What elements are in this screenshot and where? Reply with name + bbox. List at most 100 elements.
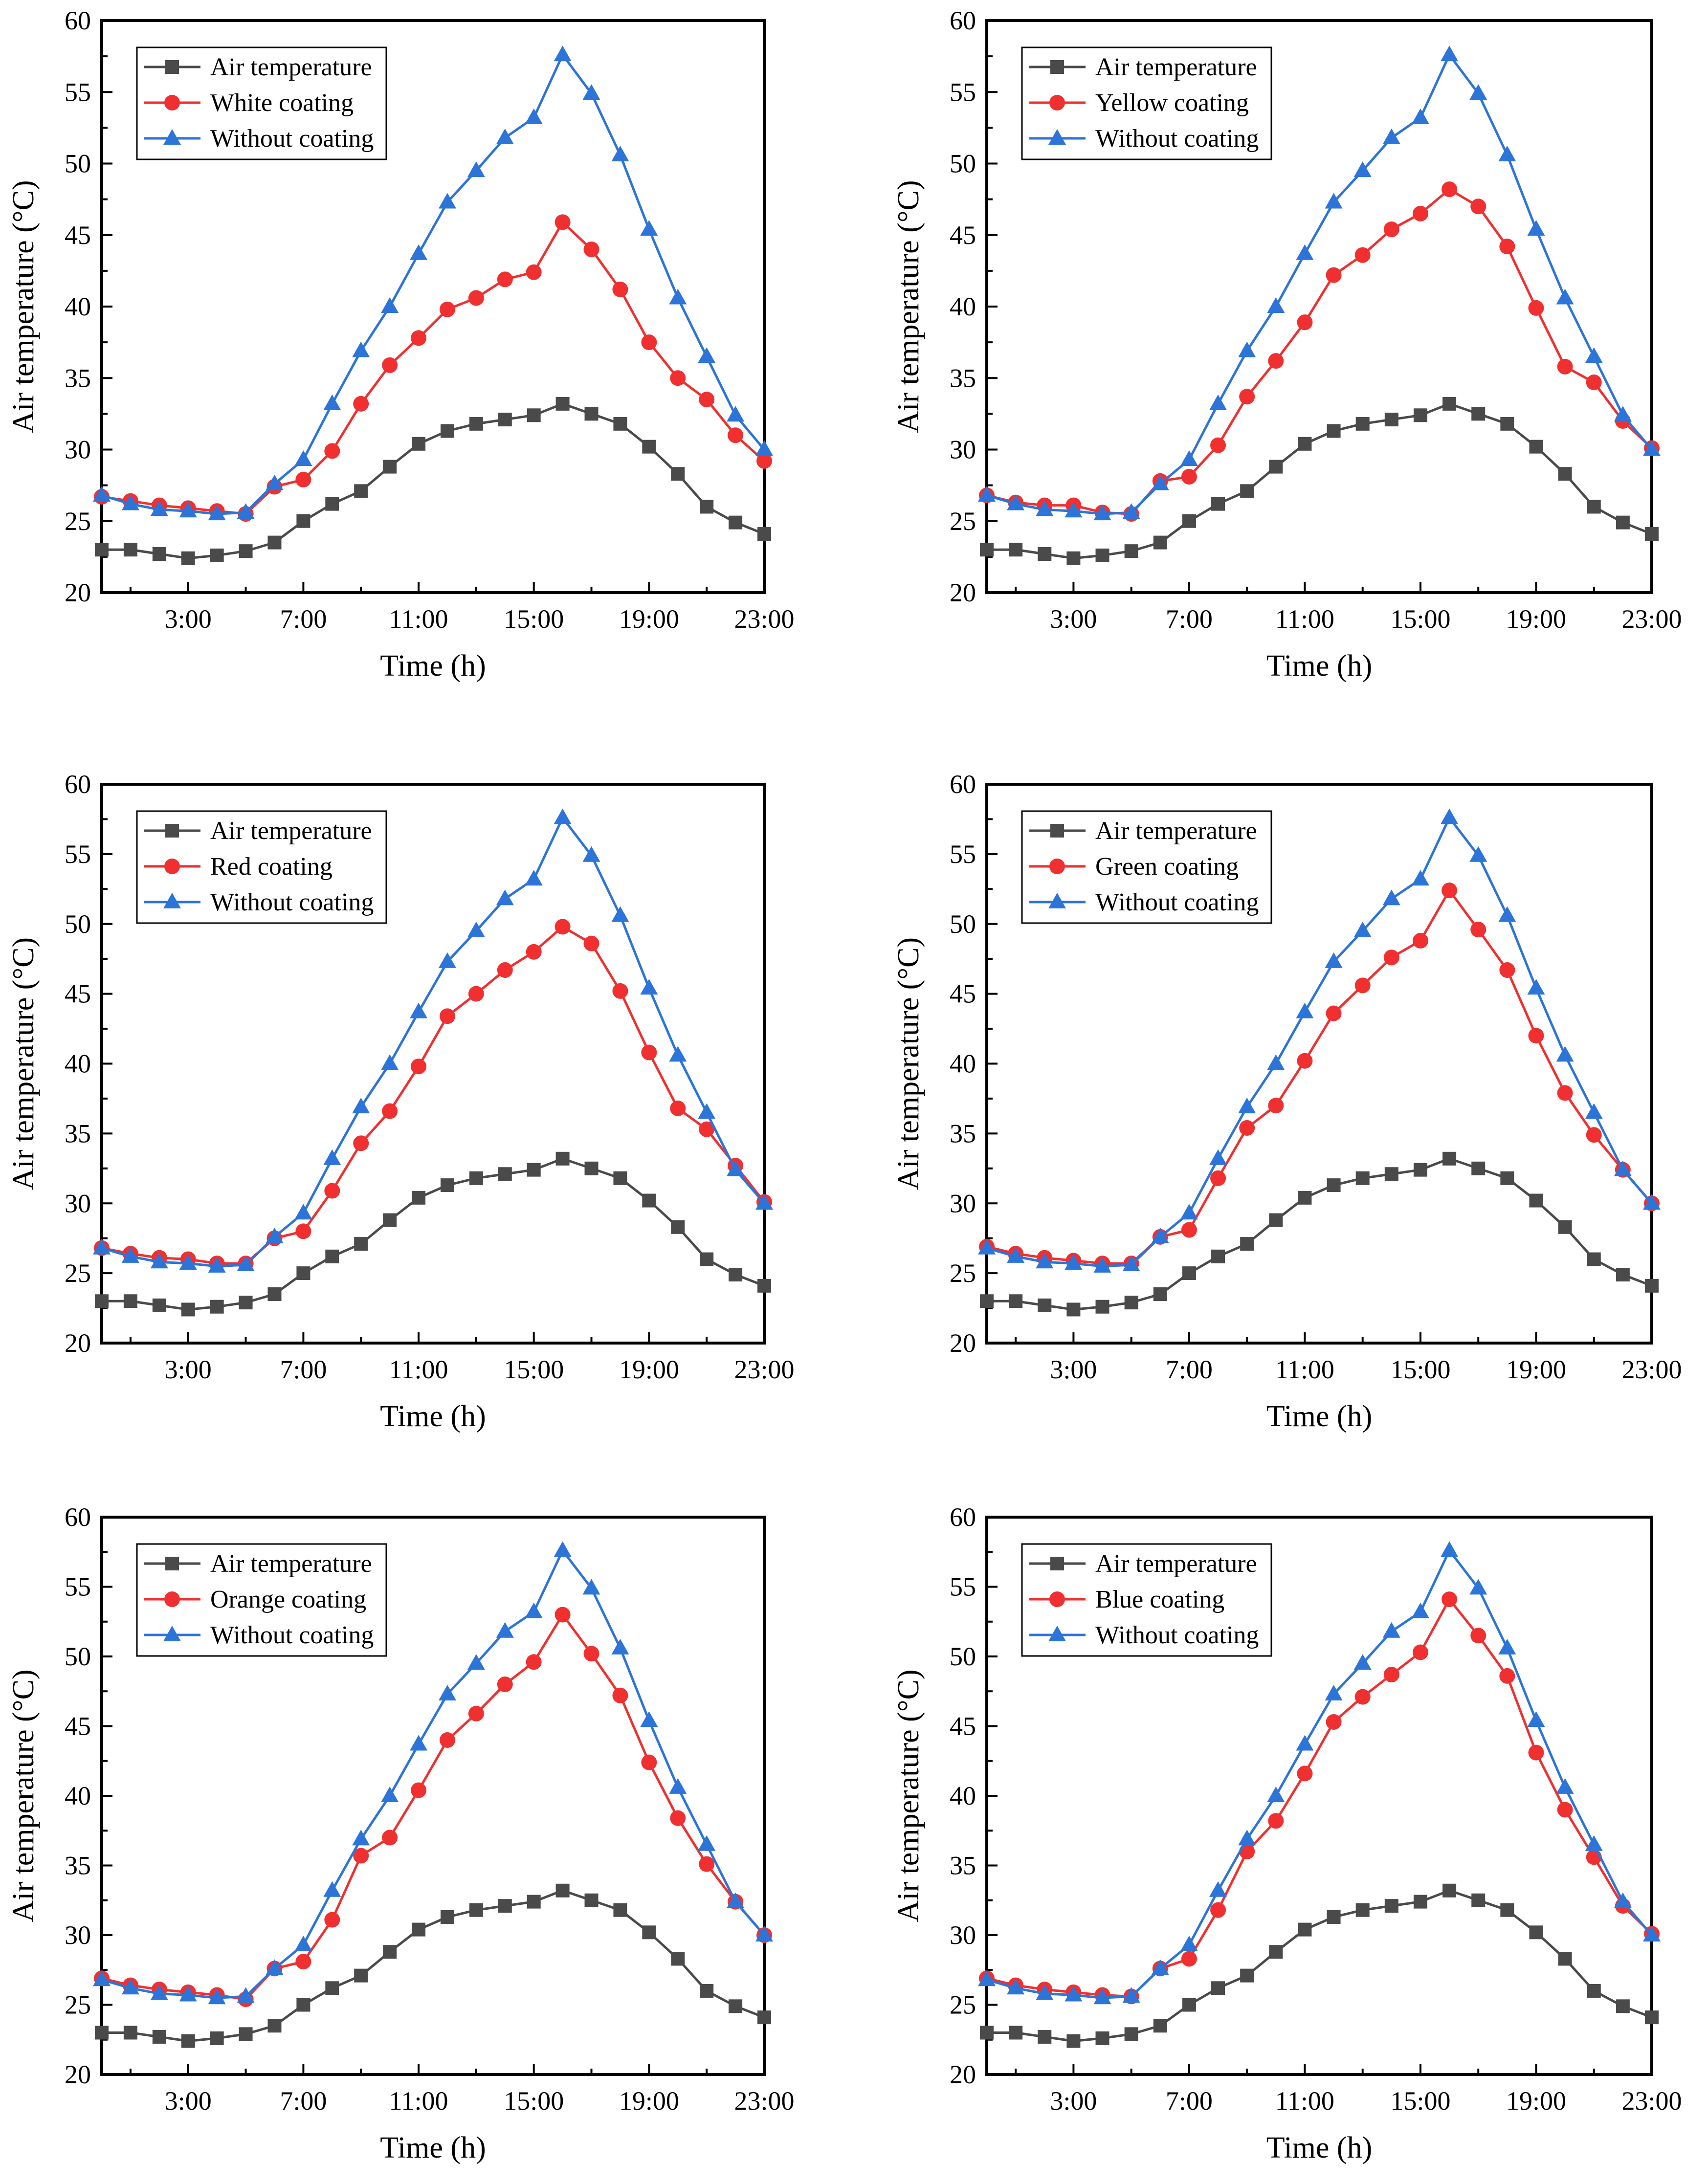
- data-point: [1558, 1952, 1572, 1966]
- data-point: [1411, 1602, 1429, 1618]
- y-tick-label: 55: [65, 77, 91, 107]
- data-point: [210, 2031, 224, 2045]
- data-point: [439, 1008, 455, 1024]
- series-air: [980, 397, 1659, 565]
- data-point: [669, 1778, 687, 1794]
- data-point: [1296, 244, 1314, 260]
- y-axis-title: Air temperature (°C): [892, 180, 925, 433]
- legend-entry: Air temperature: [210, 1550, 372, 1578]
- x-tick-label: 7:00: [1166, 1355, 1213, 1384]
- data-point: [1645, 527, 1659, 541]
- data-point: [1095, 2031, 1109, 2045]
- data-point: [181, 551, 195, 565]
- data-point: [295, 1223, 311, 1239]
- y-tick-label: 20: [950, 578, 976, 607]
- data-point: [642, 440, 656, 454]
- series-without: [93, 1541, 773, 2005]
- data-point: [383, 1213, 397, 1227]
- data-point: [1210, 437, 1226, 453]
- data-point: [496, 128, 514, 144]
- y-tick-label: 45: [65, 979, 91, 1009]
- data-point: [1038, 547, 1052, 561]
- data-point: [1182, 1266, 1196, 1280]
- y-axis-title: Air temperature (°C): [7, 1669, 40, 1922]
- legend-marker: [1048, 893, 1066, 908]
- data-point: [555, 919, 571, 935]
- series-without: [978, 808, 1661, 1273]
- legend-entry: Without coating: [1095, 125, 1259, 153]
- y-tick-label: 25: [65, 1258, 91, 1288]
- data-point: [412, 437, 426, 451]
- data-point: [496, 889, 514, 905]
- data-point: [438, 193, 456, 209]
- data-point: [324, 1912, 340, 1928]
- data-point: [439, 1732, 455, 1748]
- data-point: [1325, 1684, 1343, 1700]
- data-point: [498, 1899, 512, 1913]
- data-point: [642, 1193, 656, 1208]
- data-point: [698, 347, 716, 363]
- data-point: [1238, 341, 1256, 357]
- data-point: [266, 474, 284, 490]
- data-point: [121, 1979, 139, 1995]
- data-point: [1065, 1254, 1083, 1270]
- series-line: [102, 402, 765, 560]
- data-point: [1556, 1046, 1574, 1062]
- data-point: [1614, 406, 1632, 422]
- data-point: [583, 242, 599, 257]
- data-point: [727, 1892, 745, 1908]
- y-tick-label: 50: [950, 909, 976, 939]
- data-point: [1325, 952, 1343, 968]
- data-point: [152, 2030, 166, 2044]
- x-axis-title: Time (h): [380, 649, 486, 683]
- data-point: [1009, 543, 1023, 557]
- data-point: [1383, 1667, 1399, 1683]
- y-tick-label: 50: [950, 1642, 976, 1671]
- data-point: [729, 515, 743, 529]
- data-point: [1500, 1171, 1514, 1185]
- data-point: [700, 1984, 714, 1998]
- data-point: [1095, 548, 1109, 562]
- data-point: [671, 467, 685, 481]
- data-point: [1238, 1830, 1256, 1846]
- x-tick-label: 19:00: [619, 1355, 679, 1384]
- data-point: [1413, 408, 1427, 422]
- data-point: [1269, 460, 1283, 474]
- legend-marker: [165, 824, 179, 838]
- data-point: [555, 397, 570, 411]
- data-point: [267, 2019, 282, 2033]
- legend-entry: Air temperature: [210, 817, 372, 845]
- data-point: [980, 1294, 994, 1308]
- legend-marker: [1048, 1626, 1066, 1641]
- series-without: [978, 45, 1661, 521]
- data-point: [640, 220, 658, 236]
- data-point: [296, 1998, 311, 2012]
- data-point: [1238, 1098, 1256, 1114]
- data-point: [755, 440, 773, 456]
- data-point: [1182, 1998, 1196, 2012]
- data-point: [640, 1711, 658, 1727]
- data-point: [1180, 450, 1198, 466]
- data-point: [1471, 1161, 1486, 1175]
- data-point: [584, 1893, 599, 1907]
- x-tick-label: 15:00: [1390, 1355, 1450, 1384]
- data-point: [527, 1895, 541, 1909]
- data-point: [612, 983, 628, 999]
- legend-entry: Without coating: [210, 125, 374, 153]
- data-point: [1498, 906, 1516, 922]
- data-point: [756, 453, 772, 469]
- y-tick-label: 35: [65, 1119, 91, 1148]
- data-point: [698, 1103, 716, 1119]
- x-axis-title: Time (h): [380, 1400, 486, 1433]
- legend: Air temperature Red coating Without coatin…: [136, 810, 387, 924]
- data-point: [1151, 474, 1169, 490]
- data-point: [123, 543, 137, 557]
- data-point: [526, 264, 542, 280]
- y-tick-label: 35: [950, 1851, 976, 1880]
- data-point: [469, 1171, 483, 1185]
- data-point: [1382, 1622, 1400, 1638]
- data-point: [410, 244, 428, 260]
- data-point: [1413, 1895, 1427, 1909]
- x-tick-label: 15:00: [1390, 604, 1450, 634]
